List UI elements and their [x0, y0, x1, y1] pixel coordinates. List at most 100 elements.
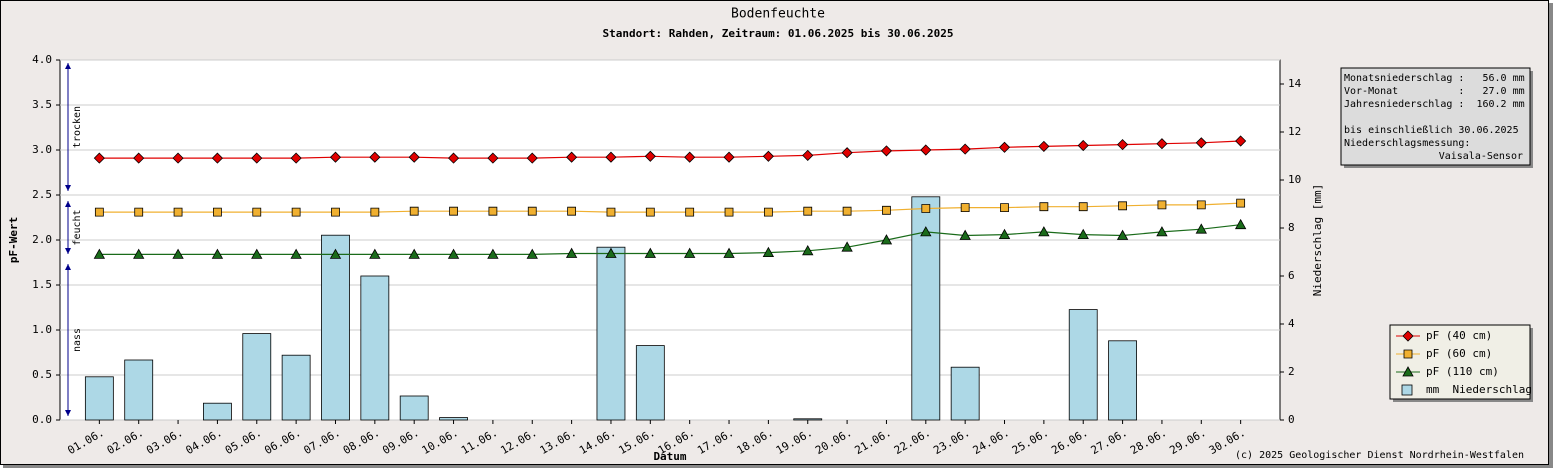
square-marker: [291, 207, 301, 217]
square-marker: [921, 204, 931, 213]
y2-axis-title: Niederschlag [mm]: [1311, 184, 1324, 297]
triangle-marker: [211, 248, 224, 259]
diamond-marker: [408, 151, 420, 163]
y2-tick-label: 14: [1288, 77, 1302, 90]
diamond-marker: [644, 150, 656, 162]
info-sensor: Vaisala-Sensor: [1439, 151, 1523, 162]
square-marker: [331, 207, 340, 217]
diamond-marker: [723, 151, 735, 163]
info-note: bis einschließlich 30.06.2025: [1344, 125, 1519, 136]
info-line: Vor-Monat : 27.0 mm: [1344, 86, 1525, 97]
diamond-marker: [329, 151, 342, 163]
chart-subtitle: Standort: Rahden, Zeitraum: 01.06.2025 b…: [603, 27, 954, 40]
triangle-marker: [802, 244, 814, 256]
bar: [321, 234, 350, 421]
legend-label: pF (110 cm): [1426, 365, 1499, 378]
diamond-marker: [1156, 138, 1168, 150]
diamond-marker: [684, 151, 696, 163]
diamond-marker: [841, 147, 853, 159]
zone-label: trocken: [72, 106, 83, 148]
y-tick-label: 0.5: [32, 368, 52, 381]
square-marker: [213, 207, 222, 217]
bar: [203, 402, 232, 421]
triangle-marker: [920, 226, 932, 237]
triangle-marker: [644, 247, 657, 258]
square-marker: [882, 205, 891, 215]
square-marker: [842, 206, 852, 216]
y-tick-label: 0.0: [32, 413, 52, 426]
triangle-marker: [290, 248, 302, 259]
info-note: Niederschlagsmessung:: [1344, 138, 1470, 149]
diamond-marker: [526, 152, 538, 164]
diamond-marker: [447, 152, 460, 164]
y-axis-title: pF-Wert: [7, 217, 20, 263]
triangle-marker: [1402, 366, 1414, 377]
y-tick-label: 2.5: [32, 188, 52, 201]
triangle-marker: [408, 248, 420, 259]
diamond-marker: [959, 143, 971, 155]
bar: [242, 333, 272, 421]
bar: [124, 359, 154, 421]
triangle-marker: [1234, 218, 1247, 230]
bar: [950, 366, 980, 421]
y-tick-label: 1.0: [32, 323, 52, 336]
square-marker: [803, 206, 813, 216]
triangle-marker: [1195, 223, 1207, 234]
diamond-marker: [802, 149, 814, 161]
y2-tick-label: 10: [1288, 173, 1301, 186]
triangle-marker: [1156, 226, 1168, 237]
diamond-marker: [1077, 139, 1089, 152]
square-marker: [1403, 349, 1413, 359]
square-marker: [94, 207, 104, 217]
diamond-marker: [487, 152, 499, 164]
zone-label: nass: [72, 328, 83, 352]
square-marker: [1078, 202, 1088, 212]
y2-tick-label: 6: [1288, 269, 1295, 282]
triangle-marker: [369, 248, 381, 259]
square-marker: [173, 207, 183, 217]
square-marker: [1236, 198, 1246, 208]
diamond-marker: [998, 141, 1011, 153]
triangle-marker: [93, 248, 106, 259]
bar: [1068, 309, 1098, 421]
y-tick-label: 1.5: [32, 278, 52, 291]
zone-arrowhead: [65, 201, 71, 254]
y-tick-label: 3.0: [32, 143, 52, 156]
triangle-marker: [526, 248, 538, 259]
triangle-marker: [1116, 229, 1129, 240]
diamond-marker: [1402, 330, 1414, 342]
triangle-marker: [841, 241, 853, 252]
bar: [635, 345, 665, 421]
triangle-marker: [959, 229, 971, 240]
diamond-marker: [369, 151, 381, 163]
triangle-marker: [762, 246, 775, 257]
diamond-marker: [880, 145, 893, 157]
x-axis-title: Datum: [653, 450, 686, 463]
square-marker: [134, 207, 144, 217]
diamond-marker: [920, 144, 932, 156]
triangle-marker: [487, 248, 499, 259]
diamond-marker: [762, 150, 774, 162]
triangle-marker: [447, 248, 460, 259]
square-marker: [488, 206, 498, 216]
legend-label: pF (60 cm): [1426, 347, 1492, 360]
bar: [399, 395, 429, 421]
square-marker: [724, 207, 734, 217]
bar: [439, 417, 468, 421]
chart-title: Bodenfeuchte: [731, 7, 825, 22]
square-marker: [685, 207, 695, 217]
square-marker: [527, 206, 537, 216]
bar: [360, 275, 390, 421]
info-box: [1340, 67, 1531, 166]
y-tick-label: 2.0: [32, 233, 52, 246]
legend-box: [1389, 324, 1531, 400]
square-marker: [606, 207, 616, 217]
triangle-marker: [605, 247, 617, 258]
square-marker: [763, 207, 773, 217]
triangle-marker: [880, 234, 893, 245]
triangle-marker: [723, 247, 735, 258]
triangle-marker: [683, 247, 696, 258]
y2-tick-label: 12: [1288, 125, 1301, 138]
legend-label: mm Niederschlag: [1426, 383, 1532, 396]
diamond-marker: [251, 152, 263, 164]
